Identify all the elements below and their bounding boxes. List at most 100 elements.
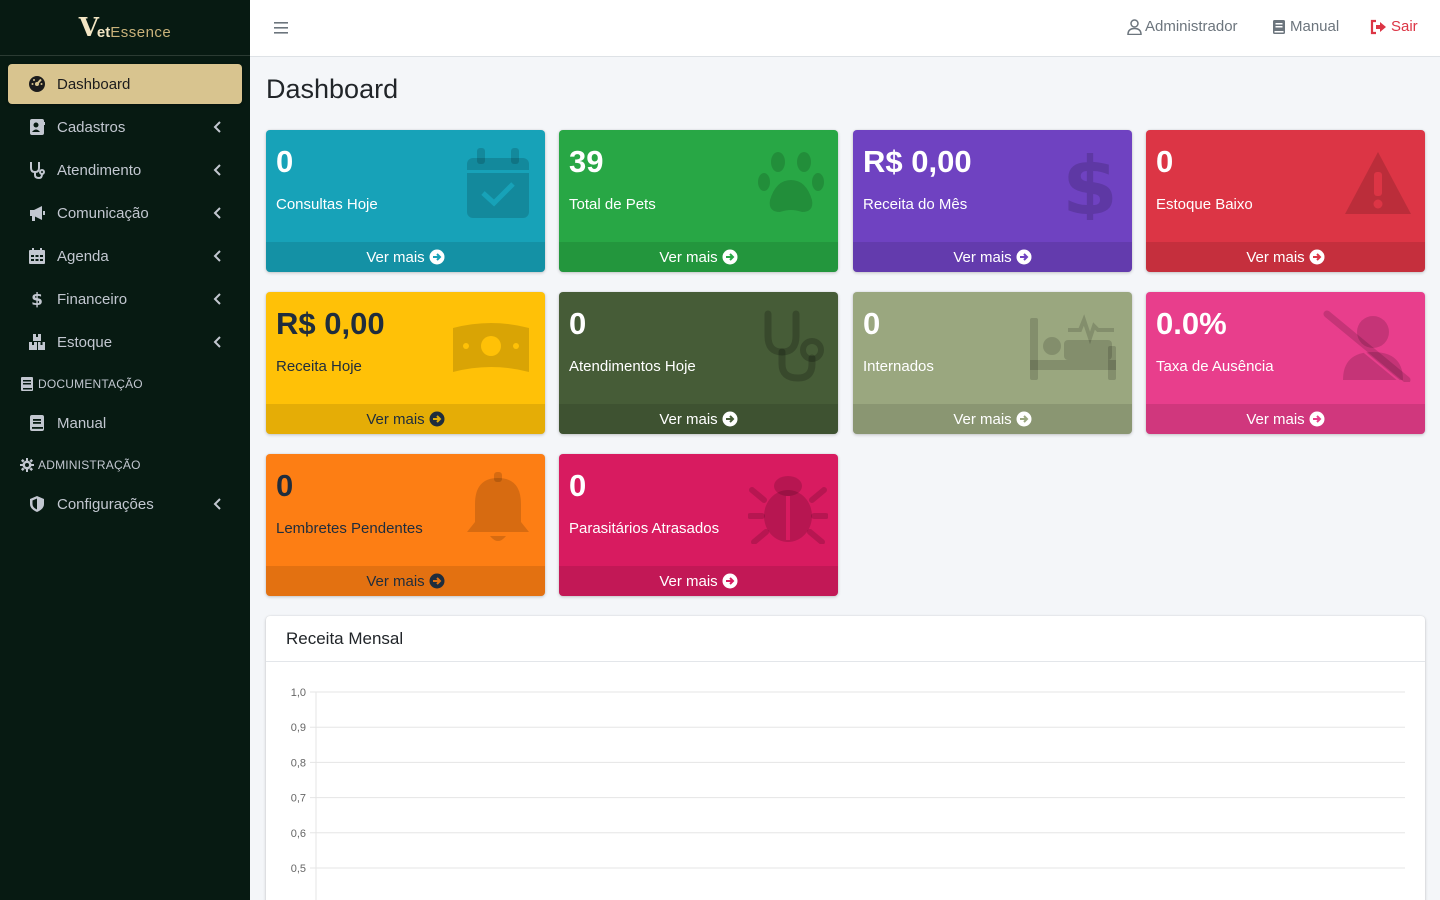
ver-mais-link[interactable]: Ver mais <box>1146 404 1425 434</box>
arrow-circle-right-icon <box>1016 249 1032 265</box>
address-card-icon <box>28 118 46 136</box>
y-tick-label: 0,8 <box>291 757 306 769</box>
nav-header-label: DOCUMENTAÇÃO <box>38 377 143 391</box>
logout-link[interactable]: Sair <box>1370 18 1418 35</box>
stat-label: Parasitários Atrasados <box>569 520 720 537</box>
stat-value: 0 <box>276 144 294 179</box>
sidebar-item-agenda[interactable]: Agenda <box>8 236 242 276</box>
ver-mais-label: Ver mais <box>659 410 718 428</box>
chevron-left-icon <box>213 293 221 305</box>
top-navbar: Administrador Manual Sair <box>250 0 1440 57</box>
sidebar-item-configuracoes[interactable]: Configurações <box>8 484 242 524</box>
ver-mais-label: Ver mais <box>1246 248 1305 266</box>
sidebar-item-comunicacao[interactable]: Comunicação <box>8 193 242 233</box>
arrow-circle-right-icon <box>429 411 445 427</box>
arrow-circle-right-icon <box>1309 249 1325 265</box>
sidebar-item-atendimento[interactable]: Atendimento <box>8 150 242 190</box>
stat-label: Atendimentos Hoje <box>569 358 696 375</box>
sidebar-item-label: Cadastros <box>57 118 126 136</box>
bed-pulse-icon <box>1030 314 1116 380</box>
arrow-circle-right-icon <box>429 249 445 265</box>
ver-mais-label: Ver mais <box>953 410 1012 428</box>
arrow-circle-right-icon <box>1309 411 1325 427</box>
stat-box-total-pets: 39 Total de Pets Ver mais <box>559 130 838 272</box>
nav-header-label: ADMINISTRAÇÃO <box>38 458 141 472</box>
warning-icon <box>1345 152 1411 214</box>
shield-icon <box>28 495 46 513</box>
ver-mais-label: Ver mais <box>366 572 425 590</box>
ver-mais-link[interactable]: Ver mais <box>853 404 1132 434</box>
chevron-left-icon <box>213 121 221 133</box>
ver-mais-link[interactable]: Ver mais <box>559 242 838 272</box>
sidebar-item-manual[interactable]: Manual <box>8 403 242 443</box>
sidebar-nav: Dashboard Cadastros Atendimento Comunica… <box>0 56 250 524</box>
gear-icon <box>20 458 34 472</box>
brand[interactable]: V et Essence <box>0 0 250 56</box>
logout-label: Sair <box>1391 18 1418 35</box>
y-tick-label: 0,7 <box>291 793 306 805</box>
megaphone-icon <box>28 204 46 222</box>
bell-icon <box>467 472 529 541</box>
ver-mais-link[interactable]: Ver mais <box>266 242 545 272</box>
y-tick-label: 0,6 <box>291 828 306 840</box>
stat-value: 0 <box>569 468 587 503</box>
card-title: Receita Mensal <box>266 616 1425 662</box>
chevron-left-icon <box>213 336 221 348</box>
sidebar-item-financeiro[interactable]: $ Financeiro <box>8 279 242 319</box>
stethoscope-icon <box>764 310 824 382</box>
chevron-left-icon <box>213 164 221 176</box>
sidebar-item-dashboard[interactable]: Dashboard <box>8 64 242 104</box>
ver-mais-label: Ver mais <box>659 572 718 590</box>
gauge-icon <box>28 75 46 93</box>
arrow-circle-right-icon <box>722 573 738 589</box>
ver-mais-link[interactable]: Ver mais <box>266 566 545 596</box>
sign-out-icon <box>1370 19 1388 35</box>
ver-mais-label: Ver mais <box>659 248 718 266</box>
logo-essence: Essence <box>110 23 172 41</box>
sidebar-item-label: Comunicação <box>57 204 149 222</box>
ver-mais-link[interactable]: Ver mais <box>559 566 838 596</box>
chevron-left-icon <box>213 498 221 510</box>
stat-label: Taxa de Ausência <box>1156 358 1274 375</box>
ver-mais-link[interactable]: Ver mais <box>853 242 1132 272</box>
y-tick-label: 1,0 <box>291 687 306 699</box>
stat-box-estoque-baixo: 0 Estoque Baixo Ver mais <box>1146 130 1425 272</box>
dollar-icon: $ <box>1062 148 1118 220</box>
y-tick-label: 0,9 <box>291 722 306 734</box>
calendar-icon <box>28 247 46 265</box>
stat-box-atendimentos-hoje: 0 Atendimentos Hoje Ver mais <box>559 292 838 434</box>
line-chart: 1,0 0,9 0,8 0,7 0,6 0,5 <box>291 687 1405 900</box>
stat-value: 0 <box>1156 144 1174 179</box>
book-icon <box>28 414 46 432</box>
logo-letter: V <box>78 12 99 43</box>
stat-label: Lembretes Pendentes <box>276 520 423 537</box>
ver-mais-link[interactable]: Ver mais <box>559 404 838 434</box>
ver-mais-link[interactable]: Ver mais <box>266 404 545 434</box>
user-menu-link[interactable]: Administrador <box>1127 18 1238 35</box>
manual-link[interactable]: Manual <box>1272 18 1339 35</box>
arrow-circle-right-icon <box>722 411 738 427</box>
sidebar-item-cadastros[interactable]: Cadastros <box>8 107 242 147</box>
sidebar-item-label: Financeiro <box>57 290 128 308</box>
user-name: Administrador <box>1145 18 1238 35</box>
nav-header-administracao: ADMINISTRAÇÃO <box>0 446 250 484</box>
boxes-icon <box>28 333 46 351</box>
sidebar-item-estoque[interactable]: Estoque <box>8 322 242 362</box>
money-bill-icon <box>453 323 529 372</box>
user-slash-icon <box>1323 310 1411 382</box>
stat-value: R$ 0,00 <box>276 306 385 341</box>
svg-text:$: $ <box>31 290 43 308</box>
sidebar-item-label: Dashboard <box>57 75 131 93</box>
ver-mais-link[interactable]: Ver mais <box>1146 242 1425 272</box>
stat-value: 39 <box>569 144 604 179</box>
stat-value: R$ 0,00 <box>863 144 972 179</box>
dollar-icon: $ <box>28 290 46 308</box>
stat-value: 0 <box>863 306 881 341</box>
book-icon <box>1272 19 1287 35</box>
hamburger-menu-icon[interactable] <box>274 20 288 36</box>
arrow-circle-right-icon <box>1016 411 1032 427</box>
stat-box-parasitarios-atrasados: 0 Parasitários Atrasados Ver mais <box>559 454 838 596</box>
brand-logo: V et Essence <box>79 15 172 41</box>
stat-label: Consultas Hoje <box>276 196 378 213</box>
svg-text:$: $ <box>1062 148 1118 220</box>
